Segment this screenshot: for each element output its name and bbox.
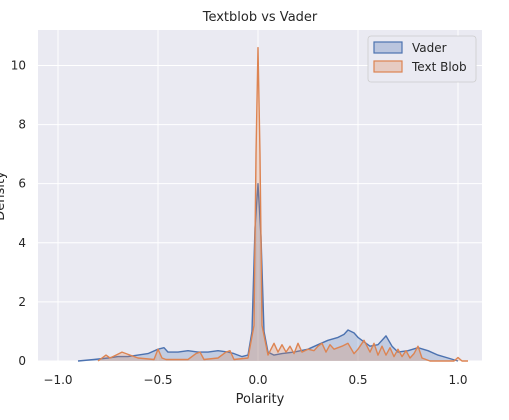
x-tick-labels: −1.0 −0.5 0.0 0.5 1.0 [43, 373, 467, 387]
legend-box [367, 35, 477, 83]
y-tick-label: 8 [18, 118, 26, 132]
y-tick-label: 6 [18, 177, 26, 191]
x-tick-label: 1.0 [448, 373, 467, 387]
chart-title: Textblob vs Vader [202, 10, 318, 25]
legend-label-vader: Vader [412, 41, 447, 55]
y-axis-label: Density [0, 171, 8, 221]
legend: Vader Text Blob [367, 35, 477, 83]
y-tick-label: 0 [18, 354, 26, 368]
legend-label-text-blob: Text Blob [411, 60, 467, 74]
x-tick-label: 0.5 [348, 373, 367, 387]
y-tick-label: 4 [18, 236, 26, 250]
legend-swatch-text-blob [373, 60, 403, 73]
x-tick-label: −0.5 [143, 373, 172, 387]
legend-swatch-vader [373, 41, 403, 54]
series-layer [77, 47, 468, 362]
y-tick-labels: 0 2 4 6 8 10 [11, 58, 26, 368]
y-tick-label: 10 [11, 58, 26, 72]
y-tick-label: 2 [18, 295, 26, 309]
x-tick-label: 0.0 [248, 373, 267, 387]
x-axis-label: Polarity [236, 392, 285, 407]
series-line-text-blob [97, 47, 468, 362]
x-tick-label: −1.0 [43, 373, 72, 387]
